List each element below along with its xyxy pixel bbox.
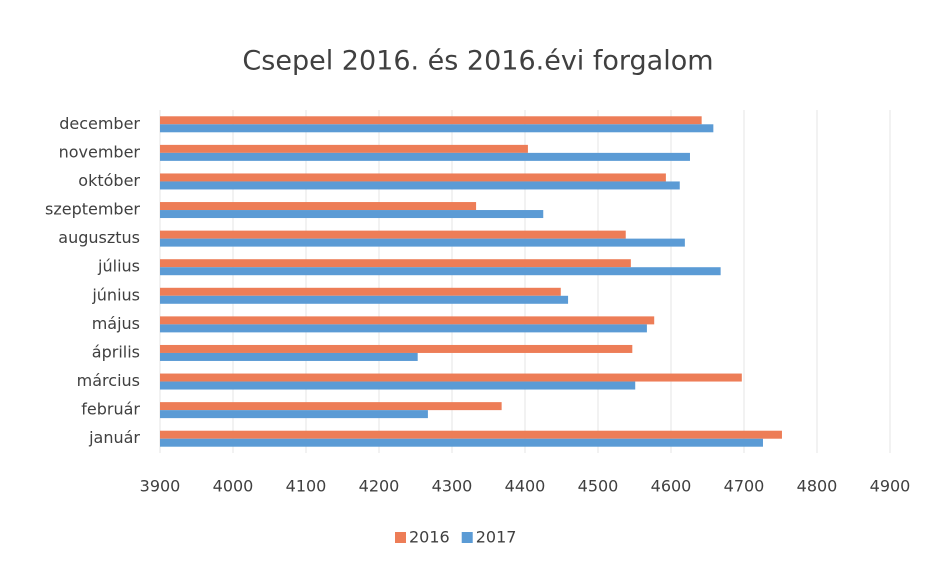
bar [160,144,528,153]
bar [160,259,631,268]
x-tick-label: 4700 [724,477,765,496]
bar [160,381,636,390]
bar [160,116,702,125]
chart-title: Csepel 2016. és 2016.évi forgalom [242,46,713,77]
y-tick-label: július [97,257,140,276]
bar [160,438,763,447]
y-tick-label: november [59,142,141,161]
y-tick-label: április [92,342,140,361]
x-tick-label: 4600 [651,477,692,496]
y-tick-label: május [92,314,140,333]
bar [160,295,569,304]
x-tick-label: 4100 [286,477,327,496]
bar [160,287,561,296]
y-tick-label: június [91,285,140,304]
legend-label: 2016 [409,528,450,547]
bar [160,152,690,161]
y-tick-label: december [59,114,140,133]
bar [160,316,655,325]
legend-swatch [395,532,406,543]
legend-swatch [461,532,473,543]
x-tick-label: 4400 [505,477,546,496]
y-tick-label: március [77,371,140,390]
x-tick-label: 4300 [432,477,473,496]
x-tick-label: 3900 [140,477,181,496]
bar [160,267,721,276]
bar [160,324,647,333]
bar [160,181,680,190]
x-tick-label: 4900 [870,477,911,496]
bar [160,230,626,239]
y-tick-label: október [78,171,140,190]
bar [160,124,714,133]
x-tick-label: 4000 [213,477,254,496]
x-tick-label: 4800 [797,477,838,496]
bar [160,373,742,382]
y-tick-label: szeptember [45,200,140,219]
legend-label: 2017 [476,528,517,547]
bar [160,410,428,419]
bar [160,173,666,182]
bar [160,430,782,439]
bar [160,344,633,353]
bar [160,210,544,219]
y-tick-label: január [88,428,140,447]
x-tick-label: 4200 [359,477,400,496]
bar [160,352,418,361]
x-tick-label: 4500 [578,477,619,496]
bar [160,202,477,211]
bar [160,238,685,247]
y-tick-label: február [81,400,140,419]
y-tick-label: augusztus [58,228,140,247]
bar [160,402,502,411]
